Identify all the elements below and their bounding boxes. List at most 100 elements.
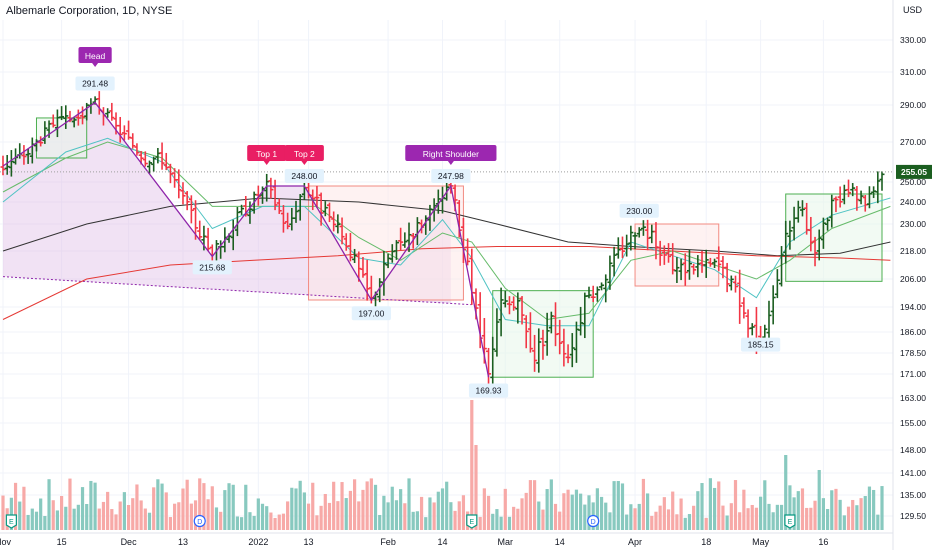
volume-bar [637, 503, 641, 530]
ohlc-bar [611, 246, 617, 277]
ohlc-bar [607, 255, 613, 290]
ohlc-bar [636, 227, 642, 238]
ohlc-bar [393, 240, 399, 260]
price-axis[interactable]: 330.00 310.00 290.00 270.00 250.00 240.00 230.… [892, 0, 932, 550]
volume-bar [800, 488, 805, 530]
volume-bar [704, 517, 708, 530]
event-marker [784, 514, 796, 529]
label-top-1[interactable]: Top 1 [247, 145, 287, 165]
price-tick-label: 141.00 [900, 468, 926, 478]
time-tick-label: 18 [701, 537, 711, 547]
ohlc-bar [820, 217, 826, 249]
ohlc-bar [502, 290, 508, 308]
volume-bar [763, 480, 767, 530]
ohlc-bar [180, 182, 186, 205]
event-dividend-1[interactable]: D [193, 514, 206, 528]
volume-bar [231, 484, 235, 530]
ohlc-bar [109, 102, 115, 121]
price-label-text: 247.98 [438, 171, 464, 181]
price-label-248: 248.00 [284, 169, 324, 183]
volume-bar [629, 504, 633, 530]
ohlc-bar [75, 109, 81, 126]
time-tick-label: 14 [555, 537, 565, 547]
volume-bar [725, 515, 729, 530]
price-tick-label: 218.00 [900, 246, 926, 256]
volume-bar [696, 491, 700, 530]
label-right-shoulder[interactable]: Right Shoulder [405, 145, 497, 165]
volume-bar [340, 482, 344, 530]
volume-bar [620, 483, 625, 530]
event-letter: D [591, 519, 596, 526]
volume-bar [269, 512, 273, 530]
volume-bar [336, 501, 340, 530]
price-label-text: 291.48 [82, 79, 108, 89]
volume-bar [842, 515, 846, 530]
label-pointer [447, 161, 454, 165]
event-earnings-2[interactable]: E [466, 514, 478, 529]
volume-bar [537, 501, 541, 530]
ohlc-bar [728, 275, 734, 291]
volume-bar [239, 517, 244, 530]
ohlc-bar [360, 256, 366, 278]
volume-bar [738, 512, 742, 530]
label-top-2[interactable]: Top 2 [284, 145, 324, 165]
ohlc-bar [661, 245, 667, 265]
ohlc-bar [624, 234, 630, 257]
time-tick-label: Dec [121, 537, 138, 547]
ohlc-bar [536, 328, 542, 373]
volume-bar [34, 511, 39, 530]
time-tick-label: Mar [498, 537, 514, 547]
ohlc-bar [795, 200, 801, 223]
volume-bar [273, 517, 277, 530]
ohlc-bar [779, 246, 785, 287]
ohlc-bar [875, 171, 881, 204]
ohlc-bar [314, 185, 320, 208]
volume-bar [80, 487, 85, 530]
volume-bar [164, 492, 168, 530]
volume-bar [327, 502, 332, 530]
ohlc-bar [586, 286, 592, 299]
ohlc-bar [716, 246, 722, 271]
current-price-badge [896, 164, 932, 179]
price-label-291: 291.48 [75, 76, 115, 91]
ohlc-bar [628, 225, 634, 251]
volume-bar [549, 479, 553, 530]
event-earnings-3[interactable]: E [784, 514, 796, 529]
volume-bar [319, 505, 323, 530]
volume-bar [43, 515, 47, 530]
price-label-text: 215.68 [199, 262, 225, 272]
time-tick-label: May [752, 537, 770, 547]
volume-bar [528, 480, 532, 530]
volume-bar [625, 514, 629, 530]
ohlc-bar [280, 205, 286, 233]
ohlc-bar [678, 258, 684, 281]
event-dividend-2[interactable]: D [587, 514, 600, 528]
event-earnings-1[interactable]: E [5, 514, 17, 529]
volume-bar [22, 486, 26, 530]
price-tick-label: 270.00 [900, 137, 926, 147]
ohlc-bar [569, 333, 575, 368]
ohlc-bar [774, 269, 780, 299]
volume-bar [399, 489, 403, 530]
label-head[interactable]: Head [78, 47, 112, 67]
volume-bar [792, 497, 796, 530]
volume-bar [779, 504, 784, 530]
time-axis[interactable]: Nov 15 Dec 13 2022 13 Feb 14 Mar 14 Apr 18 May 16 [0, 532, 893, 547]
volume-bar [407, 478, 411, 530]
volume-bar [545, 489, 549, 530]
volume-bar [499, 516, 503, 530]
ohlc-bar [733, 275, 738, 293]
volume-bar [863, 496, 867, 530]
volume-bar [449, 502, 453, 530]
price-label-bg [192, 260, 232, 275]
volume-bar [68, 478, 72, 530]
volume-bar [361, 489, 365, 530]
volume-bar [139, 500, 143, 530]
volume-bar [60, 495, 64, 530]
volume-bar [759, 496, 763, 530]
volume-bar [26, 514, 30, 530]
price-label-text: 230.00 [626, 206, 652, 216]
event-letter: D [197, 519, 202, 526]
volume-bar [51, 500, 55, 530]
